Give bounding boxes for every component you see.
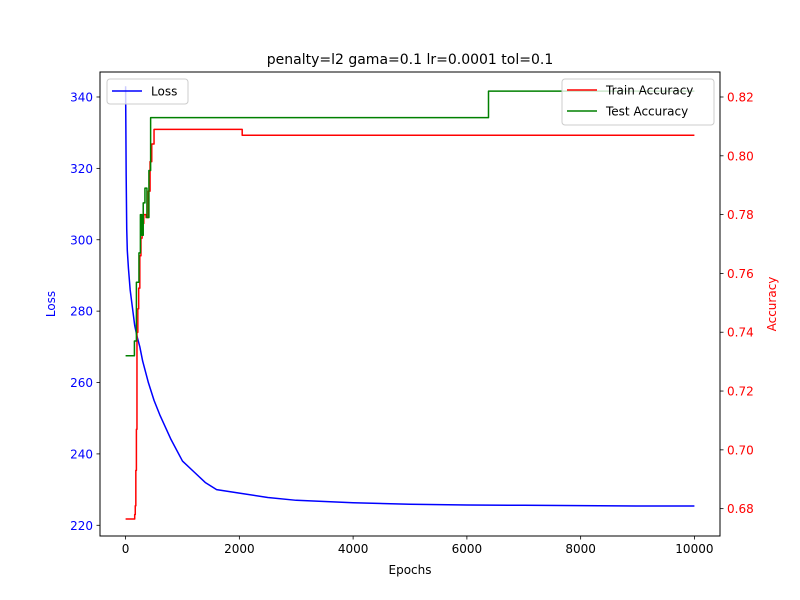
y-left-tick-label: 280 bbox=[70, 305, 93, 319]
y-axis-right: 0.68 0.70 0.72 0.74 0.76 0.78 0.80 0.82 bbox=[720, 90, 754, 516]
x-tick-label: 6000 bbox=[452, 542, 483, 556]
y-axis-left-label: Loss bbox=[44, 291, 58, 317]
y-left-tick-label: 220 bbox=[70, 519, 93, 533]
y-left-tick-label: 260 bbox=[70, 376, 93, 390]
y-axis-right-label: Accuracy bbox=[765, 277, 779, 332]
y-right-tick-label: 0.76 bbox=[727, 267, 754, 281]
legend-left-box bbox=[106, 78, 189, 105]
test-accuracy-line bbox=[125, 90, 695, 357]
legend-loss-label: Loss bbox=[151, 85, 177, 99]
x-axis-label: Epochs bbox=[389, 563, 432, 577]
y-right-tick-label: 0.68 bbox=[727, 502, 754, 516]
y-left-tick-label: 240 bbox=[70, 447, 93, 461]
x-tick-label: 2000 bbox=[224, 542, 255, 556]
x-tick-label: 8000 bbox=[565, 542, 596, 556]
legend-right: Train Accuracy Test Accuracy bbox=[561, 78, 715, 126]
legend-train-label: Train Accuracy bbox=[605, 84, 693, 98]
y-right-tick-label: 0.80 bbox=[727, 149, 754, 163]
x-tick-label: 10000 bbox=[675, 542, 713, 556]
x-tick-label: 4000 bbox=[338, 542, 369, 556]
y-right-tick-label: 0.72 bbox=[727, 385, 754, 399]
y-right-tick-label: 0.70 bbox=[727, 443, 754, 457]
plot-frame bbox=[99, 71, 721, 537]
chart-title: penalty=l2 gama=0.1 lr=0.0001 tol=0.1 bbox=[267, 52, 553, 68]
loss-line bbox=[124, 86, 695, 507]
y-left-tick-label: 320 bbox=[70, 162, 93, 176]
x-axis: 0 2000 4000 6000 8000 10000 bbox=[122, 536, 713, 556]
plot-lines bbox=[124, 86, 695, 520]
legend-left: Loss bbox=[106, 78, 189, 105]
y-left-tick-label: 340 bbox=[70, 90, 93, 104]
y-right-tick-label: 0.78 bbox=[727, 208, 754, 222]
x-tick-label: 0 bbox=[122, 542, 130, 556]
y-right-tick-label: 0.74 bbox=[727, 326, 754, 340]
legend-right-box bbox=[561, 78, 715, 126]
legend-test-label: Test Accuracy bbox=[605, 105, 688, 119]
y-axis-left: 220 240 260 280 300 320 340 bbox=[70, 90, 100, 533]
train-accuracy-line bbox=[125, 128, 695, 520]
y-left-tick-label: 300 bbox=[70, 233, 93, 247]
y-right-tick-label: 0.82 bbox=[727, 90, 754, 104]
